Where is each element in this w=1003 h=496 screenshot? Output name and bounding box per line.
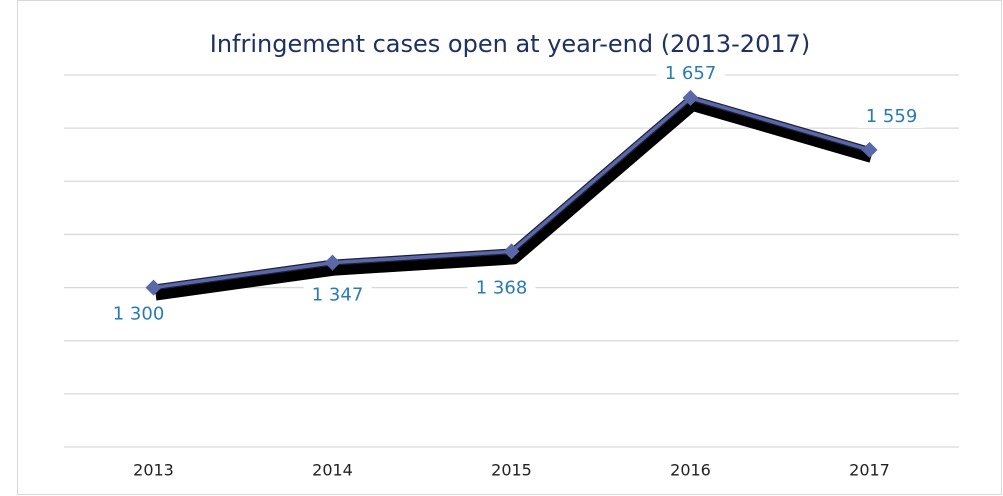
data-label: 1 300 [113, 304, 165, 325]
data-label: 1 657 [665, 63, 717, 84]
x-tick-label: 2015 [491, 461, 532, 480]
marker [682, 89, 699, 106]
label-background [104, 303, 173, 326]
x-tick-label: 2017 [849, 461, 890, 480]
marker [861, 141, 878, 158]
label-background [656, 62, 725, 85]
x-tick-label: 2013 [133, 461, 174, 480]
data-label: 1 347 [312, 285, 364, 306]
marker [503, 243, 520, 260]
x-tick-label: 2016 [670, 461, 711, 480]
label-background [467, 277, 536, 300]
label-background [303, 284, 372, 307]
marker [145, 279, 162, 296]
label-background [857, 105, 926, 128]
marker [324, 254, 341, 271]
data-label: 1 368 [476, 277, 528, 298]
chart-title: Infringement cases open at year-end (201… [210, 30, 811, 58]
data-label: 1 559 [866, 106, 918, 127]
x-tick-label: 2014 [312, 461, 353, 480]
